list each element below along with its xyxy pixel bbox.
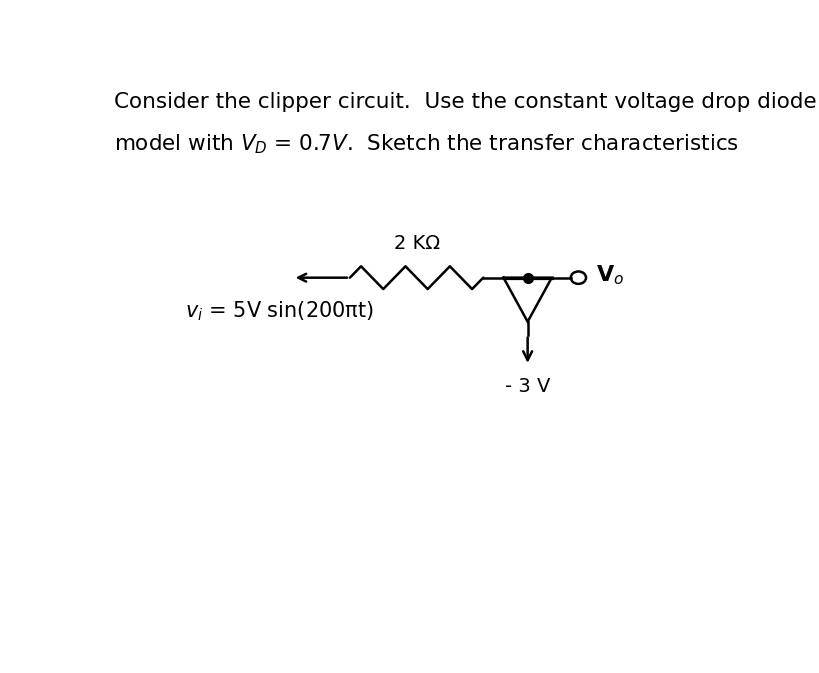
Text: - 3 V: - 3 V (505, 377, 550, 396)
Text: Consider the clipper circuit.  Use the constant voltage drop diode: Consider the clipper circuit. Use the co… (114, 92, 817, 112)
Text: model with $V_D$ = 0.7$V$.  Sketch the transfer characteristics: model with $V_D$ = 0.7$V$. Sketch the tr… (114, 133, 739, 156)
Text: $v_i$ = 5V sin(200πt): $v_i$ = 5V sin(200πt) (185, 299, 373, 323)
Text: V$_o$: V$_o$ (596, 263, 624, 287)
Text: 2 KΩ: 2 KΩ (393, 234, 440, 253)
